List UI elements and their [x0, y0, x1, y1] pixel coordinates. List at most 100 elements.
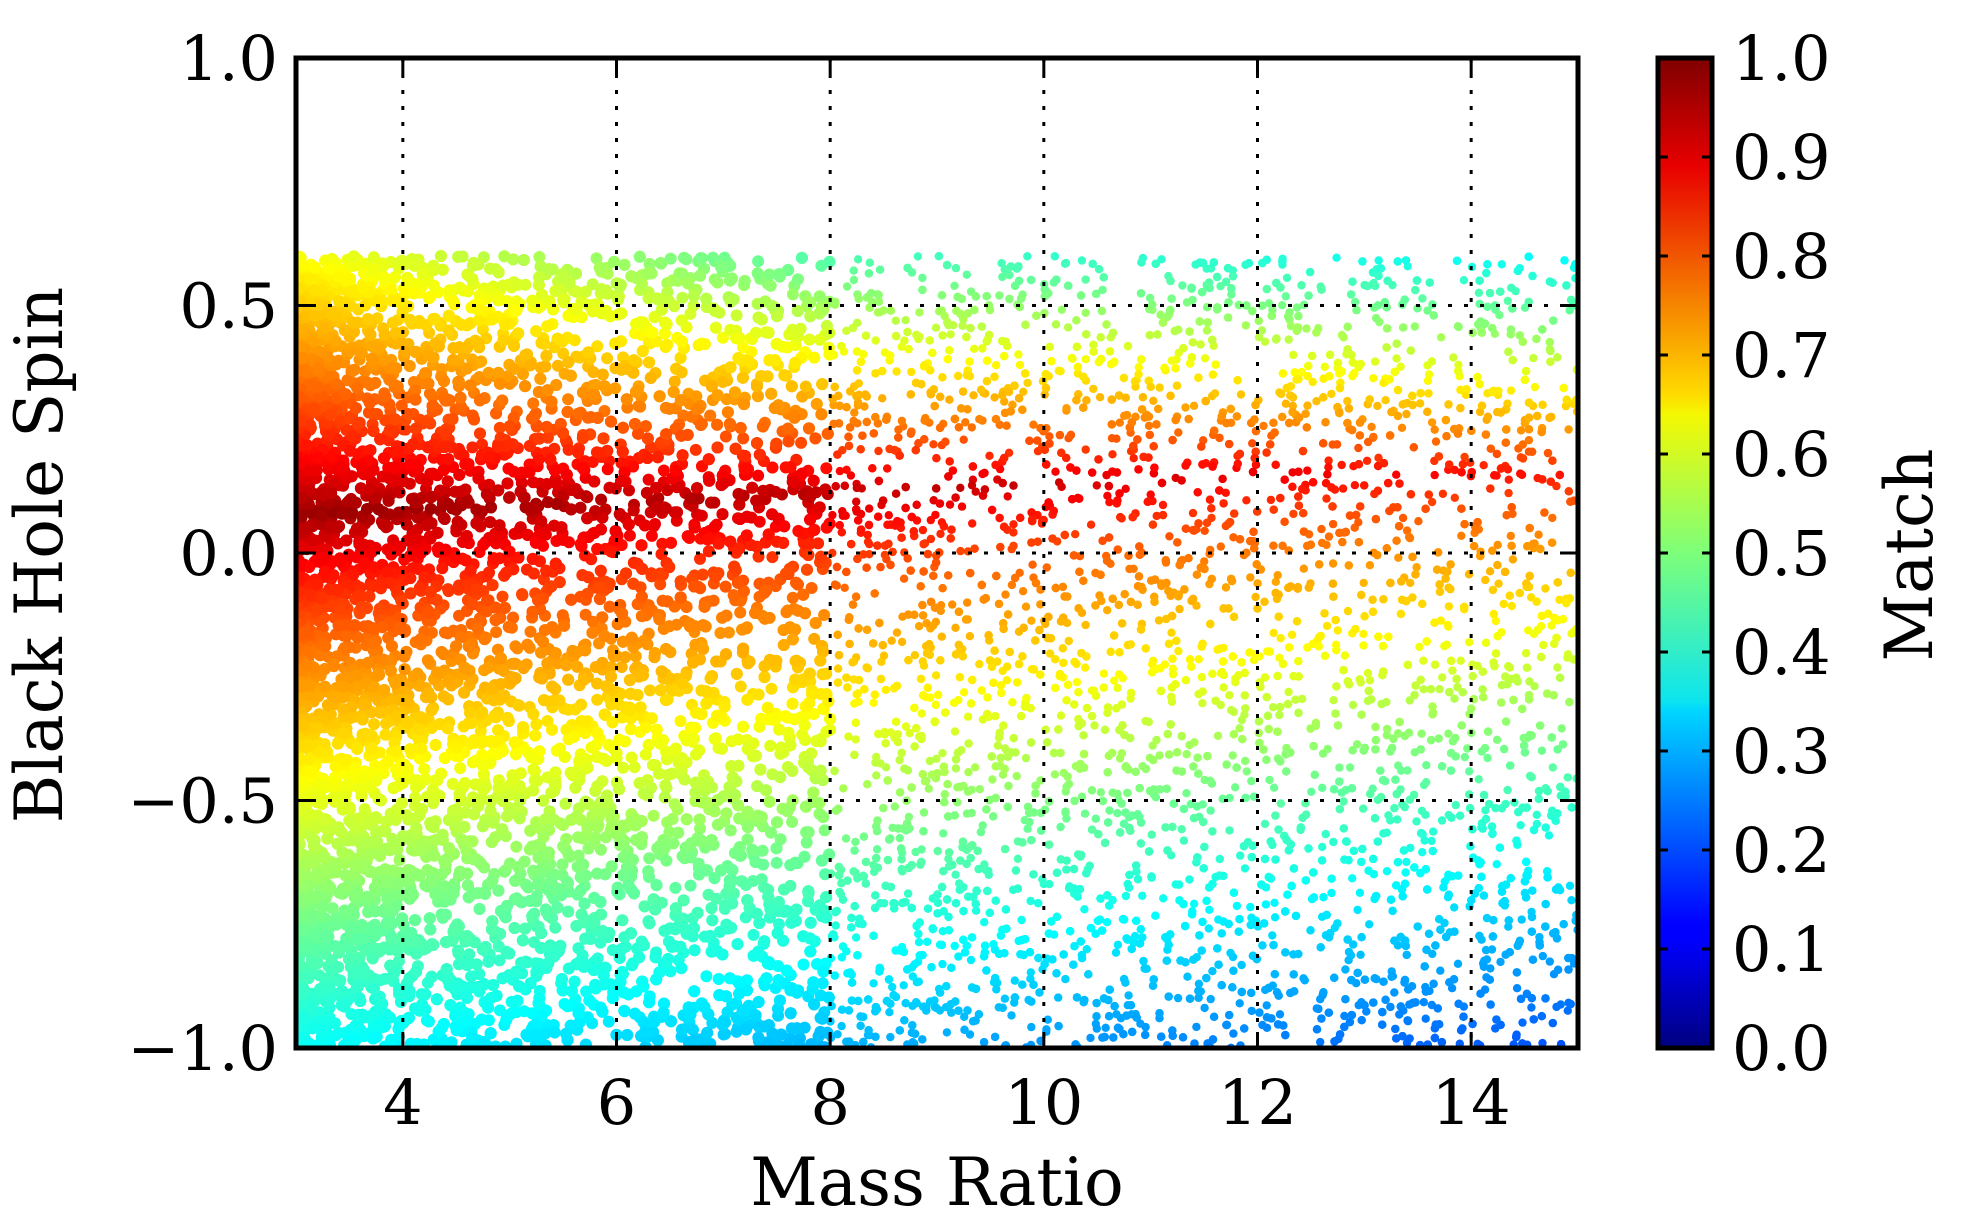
scatter-point — [590, 252, 603, 265]
scatter-point — [823, 255, 836, 268]
scatter-point — [1419, 998, 1429, 1007]
scatter-point — [1307, 787, 1316, 796]
scatter-point — [1121, 891, 1131, 901]
scatter-point — [773, 918, 785, 931]
scatter-point — [1129, 454, 1138, 463]
scatter-point — [1113, 940, 1123, 949]
scatter-point — [1354, 1001, 1363, 1010]
scatter-point — [1482, 913, 1492, 923]
scatter-point — [1324, 456, 1333, 465]
scatter-point — [850, 408, 859, 417]
scatter-point — [1359, 641, 1368, 650]
scatter-point — [1524, 436, 1534, 445]
scatter-point — [1045, 432, 1054, 441]
scatter-point — [712, 973, 725, 985]
scatter-point — [1401, 868, 1410, 877]
scatter-point — [1261, 900, 1271, 909]
scatter-point — [1430, 425, 1439, 434]
scatter-point — [917, 709, 926, 718]
scatter-point — [946, 330, 955, 339]
scatter-point — [1235, 999, 1244, 1008]
scatter-point — [1337, 460, 1346, 470]
scatter-point — [1438, 673, 1447, 682]
scatter-point — [1081, 663, 1090, 672]
scatter-point — [1240, 710, 1249, 719]
scatter-point — [1333, 626, 1343, 635]
scatter-point — [494, 1004, 506, 1017]
scatter-point — [1254, 333, 1264, 342]
scatter-point — [591, 677, 604, 690]
scatter-points — [296, 250, 1578, 1048]
scatter-point — [1266, 495, 1276, 505]
scatter-point — [1012, 771, 1021, 781]
scatter-point — [1248, 439, 1257, 448]
scatter-point — [1359, 578, 1368, 588]
scatter-point — [1007, 1011, 1016, 1020]
scatter-point — [719, 1028, 731, 1040]
scatter-point — [557, 347, 570, 360]
scatter-point — [753, 515, 766, 528]
scatter-point — [1233, 459, 1243, 468]
scatter-point — [1086, 520, 1096, 529]
scatter-point — [895, 833, 904, 843]
scatter-point — [1494, 579, 1503, 588]
scatter-point — [406, 562, 419, 575]
scatter-point — [881, 685, 890, 695]
scatter-point — [1181, 403, 1190, 412]
scatter-point — [737, 341, 749, 354]
scatter-point — [758, 935, 771, 948]
scatter-point — [1154, 616, 1164, 625]
scatter-point — [874, 446, 883, 456]
scatter-point — [1159, 894, 1168, 903]
scatter-point — [1081, 355, 1091, 364]
scatter-point — [944, 854, 953, 864]
scatter-point — [1483, 753, 1492, 763]
scatter-point — [1564, 425, 1573, 434]
scatter-point — [1322, 494, 1331, 503]
scatter-point — [1200, 526, 1209, 535]
scatter-point — [975, 659, 984, 669]
scatter-point — [1435, 685, 1444, 694]
scatter-point — [527, 476, 540, 489]
scatter-point — [734, 680, 747, 693]
scatter-point — [1421, 1014, 1430, 1023]
scatter-point — [961, 418, 970, 427]
scatter-point — [1450, 493, 1460, 502]
scatter-point — [770, 856, 783, 869]
scatter-point — [873, 308, 883, 317]
scatter-point — [936, 529, 945, 539]
scatter-point — [1493, 540, 1502, 550]
scatter-point — [1288, 401, 1298, 411]
scatter-point — [1356, 950, 1365, 959]
scatter-point — [1392, 354, 1401, 363]
scatter-point — [1092, 481, 1102, 490]
scatter-point — [1210, 389, 1220, 398]
scatter-point — [1348, 700, 1358, 710]
scatter-point — [851, 735, 860, 744]
scatter-point — [1324, 532, 1334, 541]
scatter-point — [1492, 735, 1502, 744]
scatter-point — [1071, 530, 1080, 539]
scatter-point — [891, 316, 900, 325]
scatter-point — [1369, 432, 1378, 442]
scatter-point — [938, 749, 947, 758]
scatter-point — [993, 741, 1003, 750]
scatter-point — [1228, 751, 1237, 760]
scatter-point — [1423, 361, 1432, 370]
scatter-point — [454, 400, 467, 413]
scatter-point — [436, 562, 449, 575]
scatter-point — [1081, 445, 1090, 454]
scatter-point — [1151, 793, 1161, 802]
scatter-point — [1373, 401, 1382, 411]
scatter-point — [1350, 481, 1360, 490]
scatter-point — [1532, 810, 1542, 819]
scatter-point — [998, 272, 1007, 282]
scatter-point — [689, 443, 702, 456]
scatter-point — [1165, 532, 1174, 541]
scatter-point — [1200, 557, 1209, 566]
scatter-point — [1257, 326, 1267, 335]
scatter-point — [796, 390, 809, 403]
scatter-point — [1412, 817, 1421, 826]
scatter-point — [1332, 253, 1341, 262]
scatter-point — [956, 483, 965, 492]
